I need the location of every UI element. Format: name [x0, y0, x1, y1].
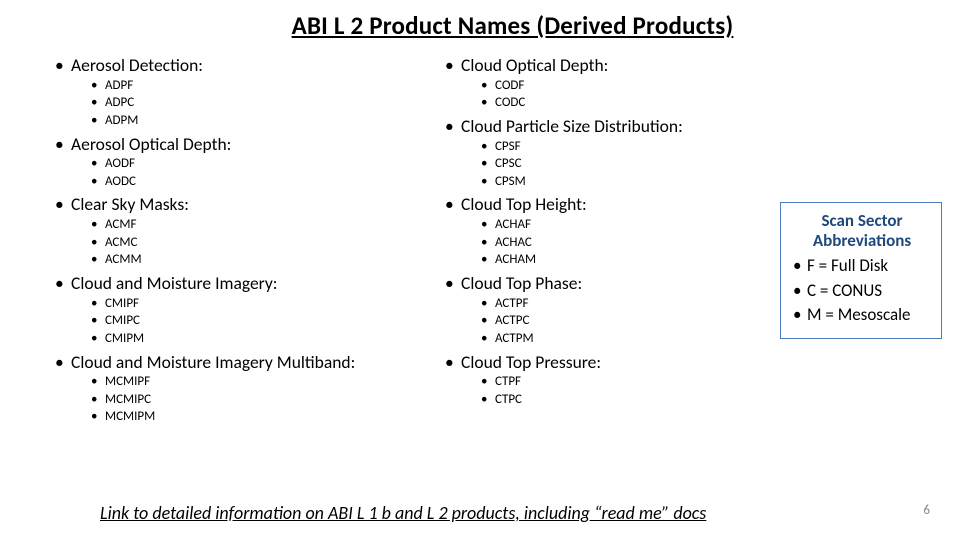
- page-title: ABI L 2 Product Names (Derived Products): [105, 10, 920, 41]
- category-heading: Cloud Optical Depth:: [445, 55, 735, 77]
- product-code: CODC: [445, 94, 735, 112]
- product-code: CODF: [445, 77, 735, 95]
- product-code: ADPM: [55, 112, 445, 130]
- category-heading: Cloud Top Pressure:: [445, 352, 735, 374]
- legend-title: Scan Sector Abbreviations: [793, 211, 931, 250]
- product-code: ACTPC: [445, 312, 735, 330]
- category-heading: Clear Sky Masks:: [55, 194, 445, 216]
- product-code: AODC: [55, 173, 445, 191]
- page-number: 6: [923, 503, 930, 518]
- product-code: ADPF: [55, 77, 445, 95]
- slide: ABI L 2 Product Names (Derived Products)…: [0, 0, 960, 540]
- right-column: Cloud Optical Depth: CODF CODC Cloud Par…: [445, 51, 735, 426]
- category-heading: Cloud and Moisture Imagery:: [55, 273, 445, 295]
- product-code: CPSC: [445, 155, 735, 173]
- product-code: ACMF: [55, 216, 445, 234]
- left-column: Aerosol Detection: ADPF ADPC ADPM Aeroso…: [55, 51, 445, 426]
- product-code: ACMC: [55, 234, 445, 252]
- product-code: ACMM: [55, 251, 445, 269]
- category-heading: Cloud Particle Size Distribution:: [445, 116, 735, 138]
- product-code: ACTPF: [445, 295, 735, 313]
- product-code: ACHAC: [445, 234, 735, 252]
- product-code: CTPC: [445, 391, 735, 409]
- footer-link[interactable]: Link to detailed information on ABI L 1 …: [100, 502, 706, 524]
- product-code: CMIPC: [55, 312, 445, 330]
- product-code: CPSM: [445, 173, 735, 191]
- product-code: MCMIPM: [55, 408, 445, 426]
- product-code: ACHAM: [445, 251, 735, 269]
- product-code: CMIPF: [55, 295, 445, 313]
- product-code: ACTPM: [445, 330, 735, 348]
- category-heading: Cloud and Moisture Imagery Multiband:: [55, 352, 445, 374]
- category-heading: Cloud Top Phase:: [445, 273, 735, 295]
- legend-box: Scan Sector Abbreviations F = Full Disk …: [780, 202, 942, 339]
- legend-item: M = Mesoscale: [793, 303, 931, 328]
- product-code: MCMIPC: [55, 391, 445, 409]
- product-code: MCMIPF: [55, 373, 445, 391]
- legend-item: C = CONUS: [793, 279, 931, 304]
- product-code: ACHAF: [445, 216, 735, 234]
- category-heading: Cloud Top Height:: [445, 194, 735, 216]
- product-code: CTPF: [445, 373, 735, 391]
- category-heading: Aerosol Detection:: [55, 55, 445, 77]
- product-code: ADPC: [55, 94, 445, 112]
- product-code: CMIPM: [55, 330, 445, 348]
- product-code: AODF: [55, 155, 445, 173]
- category-heading: Aerosol Optical Depth:: [55, 134, 445, 156]
- product-code: CPSF: [445, 138, 735, 156]
- legend-item: F = Full Disk: [793, 254, 931, 279]
